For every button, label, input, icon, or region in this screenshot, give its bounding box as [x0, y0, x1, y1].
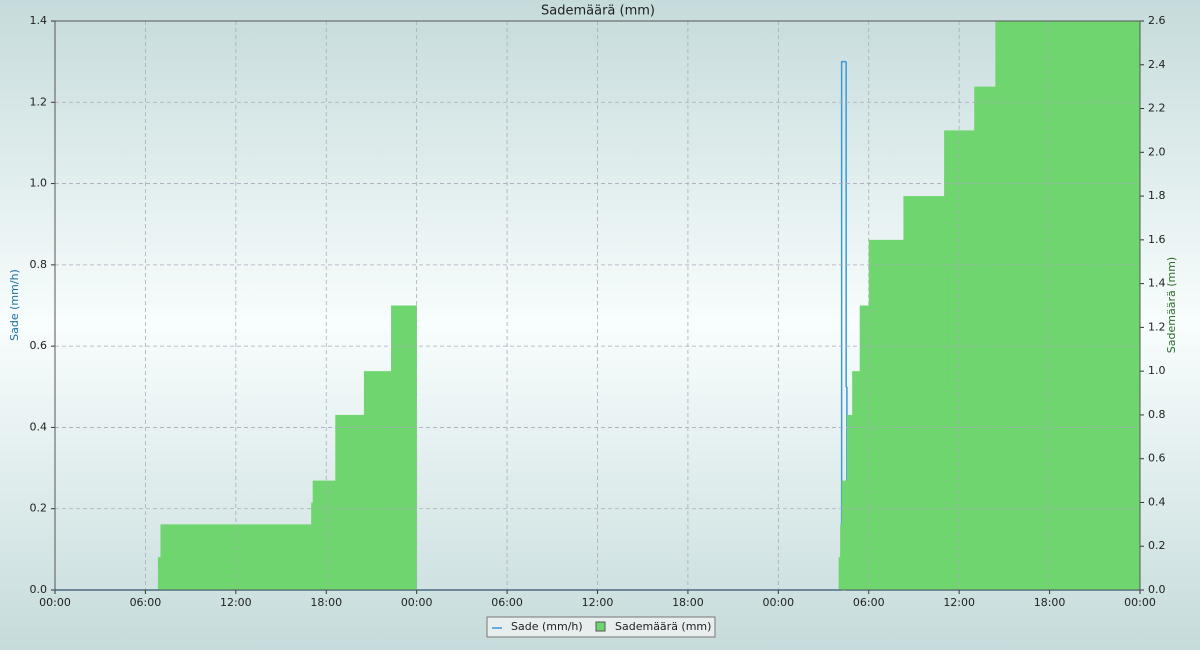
x-tick-label: 06:00 [130, 596, 162, 609]
y2-tick-label: 0.4 [1148, 495, 1166, 508]
y2-tick-label: 0.6 [1148, 452, 1166, 465]
x-tick-label: 00:00 [1124, 596, 1156, 609]
y2-tick-label: 0.8 [1148, 408, 1166, 421]
y2-tick-label: 1.4 [1148, 277, 1166, 290]
area-step [903, 196, 945, 591]
y-tick-label: 0.0 [30, 583, 48, 596]
y2-tick-label: 2.0 [1148, 145, 1166, 158]
y-tick-label: 0.6 [30, 339, 48, 352]
plot-frame [54, 20, 1141, 591]
area-step [157, 557, 161, 590]
area-step [974, 86, 996, 591]
line-step [845, 61, 847, 388]
x-tick-label: 06:00 [853, 596, 885, 609]
y-tick-label: 0.4 [30, 420, 48, 433]
area-step [868, 239, 904, 590]
area-step [852, 371, 861, 590]
x-tick-label: 18:00 [310, 596, 342, 609]
legend-label: Sademäärä (mm) [615, 620, 711, 633]
y-tick-label: 0.2 [30, 502, 48, 515]
y2-axis-label: Sademäärä (mm) [1165, 257, 1178, 353]
y-tick-label: 1.2 [30, 95, 48, 108]
area-step [391, 305, 417, 590]
area-step [312, 480, 336, 590]
area-step [311, 502, 313, 590]
y2-tick-label: 2.2 [1148, 102, 1166, 115]
area-step [840, 524, 842, 590]
y2-tick-label: 1.2 [1148, 320, 1166, 333]
area-step [335, 414, 365, 590]
x-tick-label: 00:00 [401, 596, 433, 609]
y-tick-label: 1.0 [30, 177, 48, 190]
x-tick-label: 12:00 [943, 596, 975, 609]
chart-title: Sademäärä (mm) [541, 4, 655, 19]
y2-tick-label: 1.8 [1148, 189, 1166, 202]
y2-tick-label: 2.6 [1148, 14, 1166, 27]
area-step [841, 480, 848, 590]
area-step [838, 557, 841, 590]
area-step [859, 305, 870, 590]
area-step [846, 414, 853, 590]
x-tick-label: 18:00 [672, 596, 704, 609]
area-step [995, 21, 1141, 590]
area-step [363, 371, 392, 590]
y2-tick-label: 0.0 [1148, 583, 1166, 596]
legend-swatch [595, 621, 606, 632]
y-axis-label: Sade (mm/h) [8, 269, 21, 341]
y2-tick-label: 1.0 [1148, 364, 1166, 377]
y-tick-label: 0.8 [30, 258, 48, 271]
x-tick-label: 00:00 [762, 596, 794, 609]
x-tick-label: 18:00 [1034, 596, 1066, 609]
x-tick-label: 00:00 [39, 596, 71, 609]
x-tick-label: 06:00 [491, 596, 523, 609]
legend-label: Sade (mm/h) [511, 620, 583, 633]
x-tick-label: 12:00 [220, 596, 252, 609]
y2-tick-label: 0.2 [1148, 539, 1166, 552]
y2-tick-label: 1.6 [1148, 233, 1166, 246]
x-tick-label: 12:00 [582, 596, 614, 609]
line-step [840, 60, 847, 590]
y-tick-label: 1.4 [30, 14, 48, 27]
y2-tick-label: 2.4 [1148, 58, 1166, 71]
